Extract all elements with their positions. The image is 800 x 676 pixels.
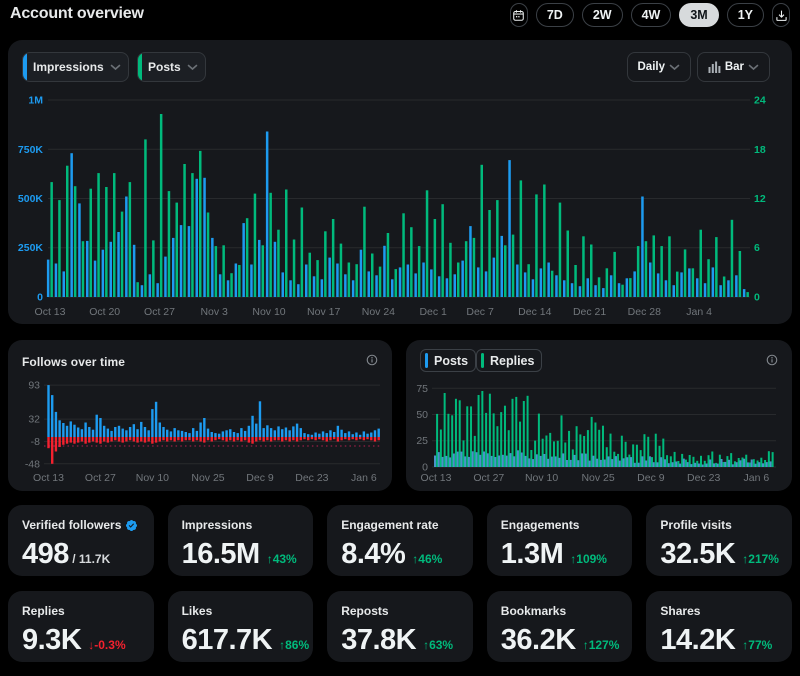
svg-text:Dec 7: Dec 7: [466, 306, 494, 318]
svg-text:25: 25: [416, 435, 428, 447]
svg-text:Dec 23: Dec 23: [687, 472, 720, 484]
svg-text:12: 12: [754, 193, 766, 205]
svg-text:Nov 17: Nov 17: [307, 306, 340, 318]
svg-text:250K: 250K: [18, 242, 44, 254]
svg-text:Jan 6: Jan 6: [351, 472, 377, 484]
svg-text:Nov 10: Nov 10: [136, 472, 169, 484]
svg-text:-48: -48: [25, 458, 40, 470]
svg-text:0: 0: [37, 292, 43, 304]
svg-text:1M: 1M: [28, 95, 43, 107]
svg-text:Jan 6: Jan 6: [744, 472, 770, 484]
svg-text:Oct 20: Oct 20: [89, 306, 120, 318]
svg-text:93: 93: [28, 380, 40, 392]
svg-text:Oct 13: Oct 13: [421, 472, 452, 484]
svg-text:Nov 25: Nov 25: [581, 472, 614, 484]
svg-text:Oct 13: Oct 13: [35, 306, 66, 318]
svg-text:-8: -8: [31, 436, 40, 448]
svg-text:32: 32: [28, 414, 40, 426]
svg-text:Dec 28: Dec 28: [628, 306, 661, 318]
svg-text:Oct 13: Oct 13: [33, 472, 64, 484]
svg-text:Nov 3: Nov 3: [200, 306, 228, 318]
svg-text:Nov 24: Nov 24: [362, 306, 395, 318]
svg-text:75: 75: [416, 383, 428, 395]
svg-text:Nov 10: Nov 10: [252, 306, 285, 318]
svg-text:500K: 500K: [18, 193, 44, 205]
svg-text:Dec 9: Dec 9: [637, 472, 665, 484]
svg-text:Dec 21: Dec 21: [573, 306, 606, 318]
svg-text:0: 0: [422, 462, 428, 474]
svg-text:Oct 27: Oct 27: [85, 472, 116, 484]
svg-text:24: 24: [754, 95, 766, 107]
svg-text:Nov 25: Nov 25: [191, 472, 224, 484]
svg-text:Dec 23: Dec 23: [295, 472, 328, 484]
svg-text:Nov 10: Nov 10: [525, 472, 558, 484]
svg-text:Dec 1: Dec 1: [419, 306, 447, 318]
svg-text:Oct 27: Oct 27: [473, 472, 504, 484]
svg-text:18: 18: [754, 144, 766, 156]
svg-text:Oct 27: Oct 27: [144, 306, 175, 318]
svg-text:Jan 4: Jan 4: [686, 306, 712, 318]
svg-text:Dec 9: Dec 9: [246, 472, 274, 484]
svg-text:50: 50: [416, 409, 428, 421]
svg-text:Dec 14: Dec 14: [518, 306, 551, 318]
svg-text:0: 0: [754, 292, 760, 304]
svg-text:750K: 750K: [18, 144, 44, 156]
svg-text:6: 6: [754, 242, 760, 254]
